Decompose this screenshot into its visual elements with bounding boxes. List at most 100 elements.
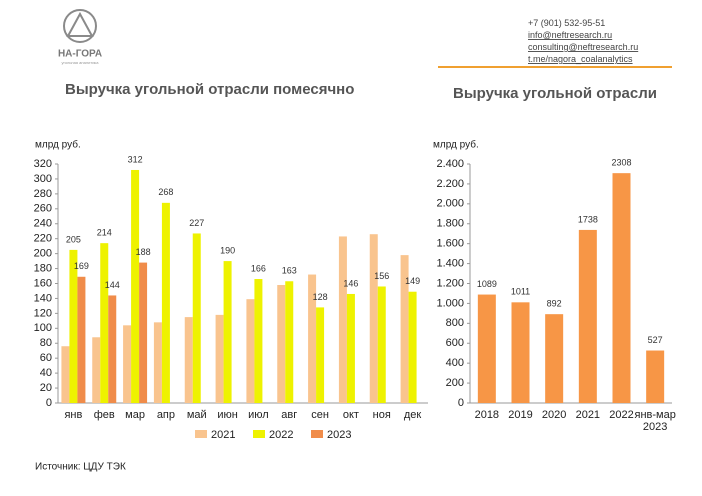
bar	[612, 173, 631, 403]
y-tick-label: 0	[458, 397, 464, 409]
bar	[246, 299, 255, 403]
chart-title: Выручка угольной отрасли	[453, 85, 657, 102]
x-tick-label: сен	[311, 409, 329, 421]
x-tick-label: май	[187, 409, 207, 421]
x-tick-label: авг	[281, 409, 297, 421]
y-tick-label: 2.200	[436, 178, 464, 190]
data-label: 166	[251, 263, 266, 273]
y-tick-label: 260	[34, 203, 52, 215]
bar	[69, 249, 78, 403]
bar	[511, 302, 530, 403]
x-tick-label: мар	[125, 409, 145, 421]
data-label: 892	[547, 299, 562, 309]
data-label: 1738	[578, 214, 598, 224]
contact[interactable]: t.me/nagora_coalanalytics	[528, 54, 633, 64]
x-tick-label: 2020	[542, 409, 566, 421]
bar	[100, 243, 109, 403]
contact: +7 (901) 532-95-51	[528, 18, 605, 28]
bar	[139, 262, 148, 403]
x-tick-label: фев	[94, 409, 115, 421]
y-tick-label: 200	[446, 377, 464, 389]
x-tick-label: 2018	[475, 409, 499, 421]
y-tick-label: 220	[34, 233, 52, 245]
y-axis-label: млрд руб.	[433, 139, 479, 151]
bar	[77, 276, 86, 403]
bar	[408, 291, 417, 403]
bar	[61, 346, 70, 403]
data-label: 144	[105, 280, 120, 290]
bar	[153, 322, 162, 403]
bar	[277, 284, 286, 403]
bar	[92, 337, 101, 403]
y-tick-label: 180	[34, 262, 52, 274]
x-tick-label: дек	[404, 409, 422, 421]
y-tick-label: 40	[40, 367, 52, 379]
legend-swatch	[311, 430, 323, 438]
bar	[369, 234, 378, 403]
x-tick-label: 2022	[609, 409, 633, 421]
contact[interactable]: consulting@neftresearch.ru	[528, 42, 638, 52]
data-label: 190	[220, 245, 235, 255]
legend-label: 2021	[211, 429, 235, 441]
y-tick-label: 100	[34, 322, 52, 334]
data-label: 205	[66, 234, 81, 244]
contact[interactable]: info@neftresearch.ru	[528, 30, 612, 40]
legend-label: 2022	[269, 429, 293, 441]
logo: НА-ГОРА угольная аналитика	[58, 9, 102, 65]
logo-subtext: угольная аналитика	[62, 60, 100, 65]
data-label: 163	[282, 266, 297, 276]
data-label: 169	[74, 261, 89, 271]
data-label: 1089	[477, 279, 497, 289]
y-tick-label: 2.000	[436, 198, 464, 210]
y-axis-label: млрд руб.	[35, 139, 81, 151]
x-tick-label: 2021	[576, 409, 600, 421]
data-label: 2308	[611, 158, 631, 168]
x-tick-label: янв-мар 2023	[634, 409, 675, 433]
y-tick-label: 2.400	[436, 158, 464, 170]
y-tick-label: 1.000	[436, 297, 464, 309]
y-tick-label: 600	[446, 337, 464, 349]
y-tick-label: 1.800	[436, 218, 464, 230]
bar	[308, 274, 317, 403]
y-tick-label: 140	[34, 292, 52, 304]
data-label: 312	[128, 154, 143, 164]
y-tick-label: 1.200	[436, 277, 464, 289]
data-label: 156	[374, 271, 389, 281]
legend-label: 2023	[327, 429, 351, 441]
data-label: 527	[648, 335, 663, 345]
source: Источник: ЦДУ ТЭК	[35, 462, 126, 473]
bar	[338, 236, 347, 403]
legend-swatch	[253, 430, 265, 438]
y-tick-label: 1.600	[436, 238, 464, 250]
data-label: 268	[158, 187, 173, 197]
bar	[254, 279, 263, 403]
y-tick-label: 60	[40, 352, 52, 364]
data-label: 146	[343, 278, 358, 288]
x-tick-label: июл	[248, 409, 269, 421]
data-label: 128	[313, 292, 328, 302]
logo-ring	[63, 9, 97, 43]
bar	[161, 202, 170, 403]
x-tick-label: янв	[64, 409, 82, 421]
logo-mountain	[66, 11, 94, 37]
bar	[215, 314, 224, 403]
y-tick-label: 0	[46, 397, 52, 409]
logo-text: НА-ГОРА	[58, 49, 102, 60]
bar	[223, 261, 232, 403]
data-label: 149	[405, 276, 420, 286]
legend-swatch	[195, 430, 207, 438]
bar	[545, 314, 564, 403]
y-tick-label: 320	[34, 158, 52, 170]
bar	[578, 229, 597, 403]
bar	[285, 281, 294, 403]
bar	[108, 295, 117, 403]
y-tick-label: 120	[34, 307, 52, 319]
bar	[192, 233, 201, 403]
y-tick-label: 300	[34, 173, 52, 185]
y-tick-label: 400	[446, 357, 464, 369]
bar	[123, 325, 132, 403]
data-label: 227	[189, 218, 204, 228]
x-tick-label: апр	[157, 409, 175, 421]
x-tick-label: июн	[217, 409, 237, 421]
